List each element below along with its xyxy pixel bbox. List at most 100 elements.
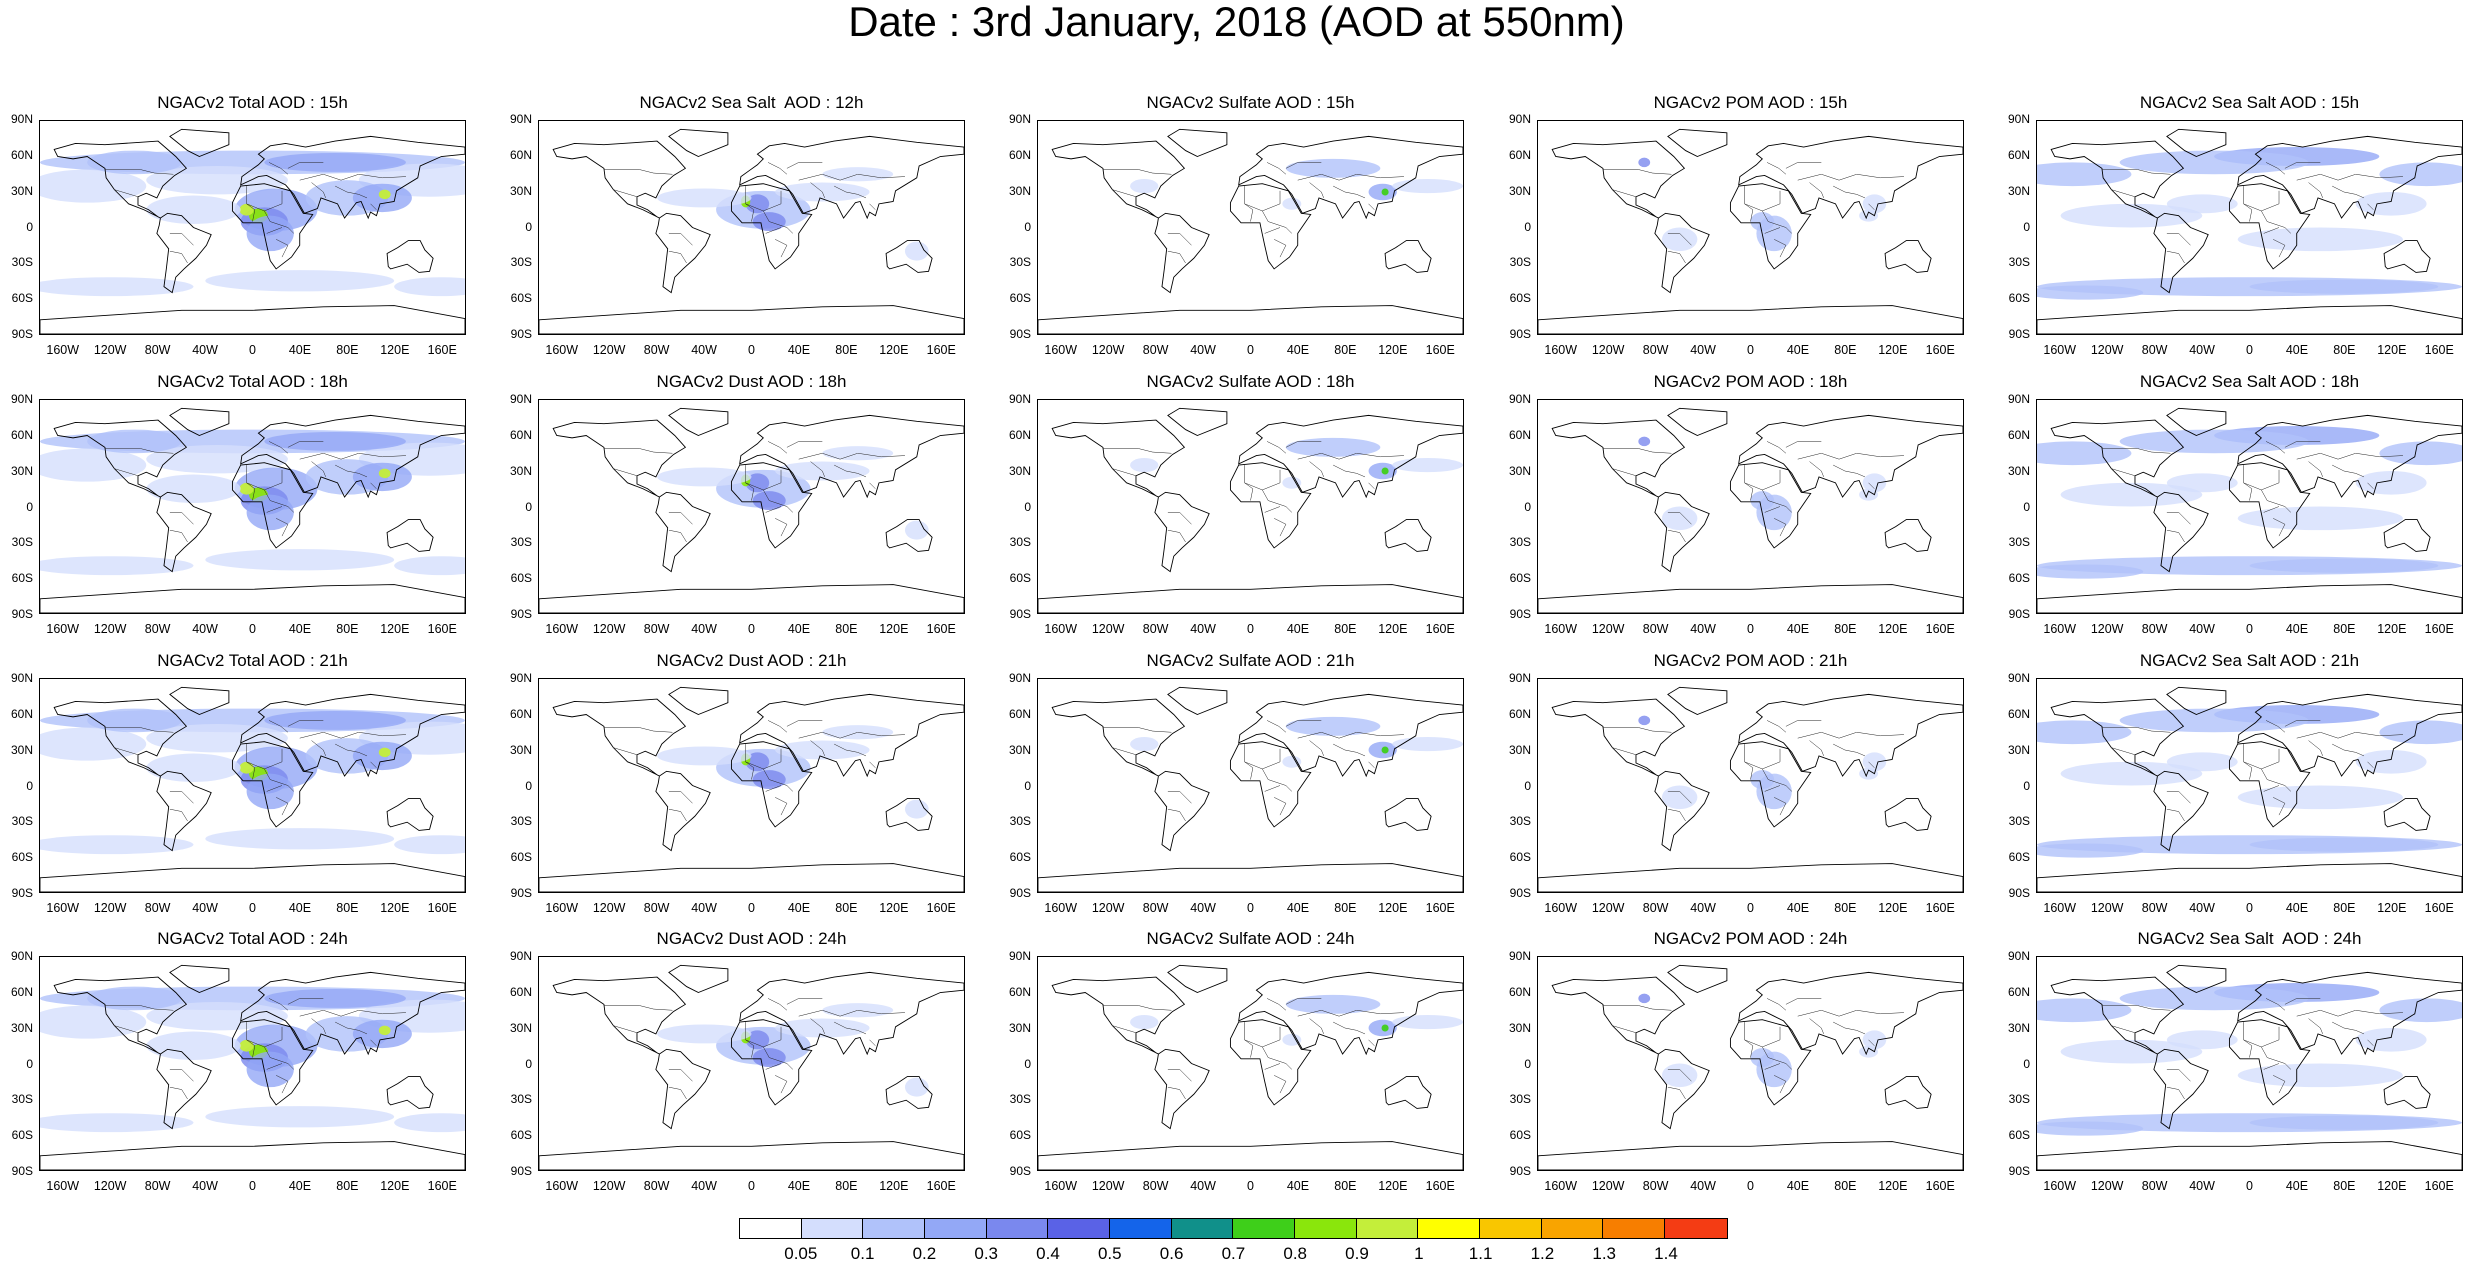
coastline [1884, 798, 1932, 831]
lon-tick-label: 160W [2043, 1179, 2077, 1193]
lat-tick-label: 0 [2023, 499, 2030, 514]
country-border [1273, 1075, 1287, 1094]
coastline [156, 1048, 212, 1130]
colorbar-swatch [1603, 1219, 1666, 1238]
country-border [1667, 1086, 1686, 1100]
country-border [264, 210, 294, 234]
coastline [2153, 212, 2209, 294]
country-border [1833, 1021, 1866, 1035]
world-map [1037, 399, 1464, 614]
coastline [1538, 1141, 1963, 1170]
lon-tick-label: 80E [2333, 343, 2356, 357]
lat-tick-label: 60S [1009, 1128, 1031, 1143]
aerosol-region [745, 194, 770, 214]
coastline [1167, 128, 1228, 157]
world-map [39, 120, 466, 335]
country-border [1602, 448, 1672, 454]
aerosol-region [2166, 1030, 2238, 1050]
country-border [1167, 529, 1186, 543]
country-border [1309, 461, 1324, 478]
aerosol-region [1862, 1030, 1887, 1050]
lat-tick-label: 30S [1009, 814, 1031, 829]
country-border [1112, 468, 1137, 476]
lon-tick-label: 160W [2043, 343, 2077, 357]
aerosol-region [2037, 564, 2144, 579]
lon-tick-label: 80W [144, 901, 171, 915]
aerosol-region [1661, 1063, 1698, 1088]
aerosol-region [1130, 178, 1159, 194]
colorbar-swatch [863, 1219, 926, 1238]
lat-tick-label: 30S [1509, 255, 1531, 270]
lat-tick-label: 90S [510, 886, 532, 900]
country-border [1102, 1005, 1172, 1011]
lat-tick-label: 90N [1008, 671, 1031, 685]
lat-tick-label: 60N [1008, 706, 1031, 721]
lat-tick-label: 0 [1024, 219, 1031, 234]
panel-title: NGACv2 POM AOD : 24h [1653, 929, 1848, 948]
country-border [745, 465, 782, 491]
coastline [1038, 305, 1463, 334]
country-border [2243, 465, 2280, 491]
lat-tick-label: 60N [10, 427, 33, 442]
lat-tick-label: 60S [11, 291, 33, 306]
coastline [1538, 584, 1963, 613]
lon-tick-label: 160E [1925, 901, 1955, 915]
country-border [287, 720, 324, 727]
lat-tick-label: 60N [1008, 427, 1031, 442]
country-border [2308, 1018, 2323, 1035]
lat-tick-label: 30S [2008, 1092, 2030, 1107]
lon-tick-label: 120W [2090, 622, 2124, 636]
coastline [2153, 491, 2209, 573]
aerosol-region [2060, 1039, 2203, 1064]
world-map [538, 956, 965, 1171]
lon-tick-label: 80W [643, 343, 670, 357]
coastline [2153, 770, 2209, 852]
lat-tick-label: 30N [1508, 463, 1531, 478]
world-map [1537, 399, 1964, 614]
lon-tick-label: 120W [592, 1179, 626, 1193]
country-border [1264, 1063, 1281, 1070]
aerosol-region [2037, 441, 2132, 466]
lon-tick-label: 40W [1190, 1179, 1216, 1193]
coastline [739, 693, 964, 778]
country-border [370, 761, 377, 768]
aerosol-region [2119, 150, 2309, 175]
country-border [1167, 808, 1186, 822]
lat-tick-label: 90S [510, 1164, 532, 1178]
lon-tick-label: 160W [1044, 622, 1078, 636]
country-border [2367, 203, 2374, 210]
lon-tick-label: 160E [1425, 343, 1455, 357]
lon-tick-label: 40E [288, 901, 312, 915]
lon-tick-label: 80W [144, 1179, 171, 1193]
aerosol-region [2166, 194, 2238, 214]
aerosol-region [1661, 506, 1698, 531]
country-border [104, 448, 174, 454]
lat-tick-label: 60N [1008, 984, 1031, 999]
lat-tick-label: 60S [11, 571, 33, 586]
country-border [2284, 998, 2321, 1005]
country-border [1368, 761, 1375, 768]
country-border [767, 162, 788, 175]
lon-tick-label: 120E [1878, 343, 1908, 357]
lat-tick-label: 30N [10, 463, 33, 478]
coastline [240, 693, 465, 778]
world-map [39, 956, 466, 1171]
colorbar-tick-label: 0.6 [1159, 1244, 1184, 1263]
country-border [869, 482, 876, 489]
country-border [2272, 518, 2286, 537]
aerosol-region [87, 708, 182, 733]
lat-tick-label: 60S [1509, 1128, 1531, 1143]
aerosol-region [2237, 785, 2403, 810]
coastline [1238, 135, 1463, 220]
country-border [1167, 250, 1186, 264]
lat-tick-label: 90N [509, 671, 532, 685]
aerosol-region [2119, 986, 2309, 1011]
lon-tick-label: 80W [2141, 1179, 2168, 1193]
colorbar-swatch [1233, 1219, 1296, 1238]
aerosol-region [264, 152, 406, 172]
colorbar [739, 1218, 1728, 1239]
coastline [40, 863, 465, 892]
lon-tick-label: 80E [1334, 622, 1357, 636]
aerosol-region [40, 556, 194, 576]
country-border [2332, 464, 2365, 478]
